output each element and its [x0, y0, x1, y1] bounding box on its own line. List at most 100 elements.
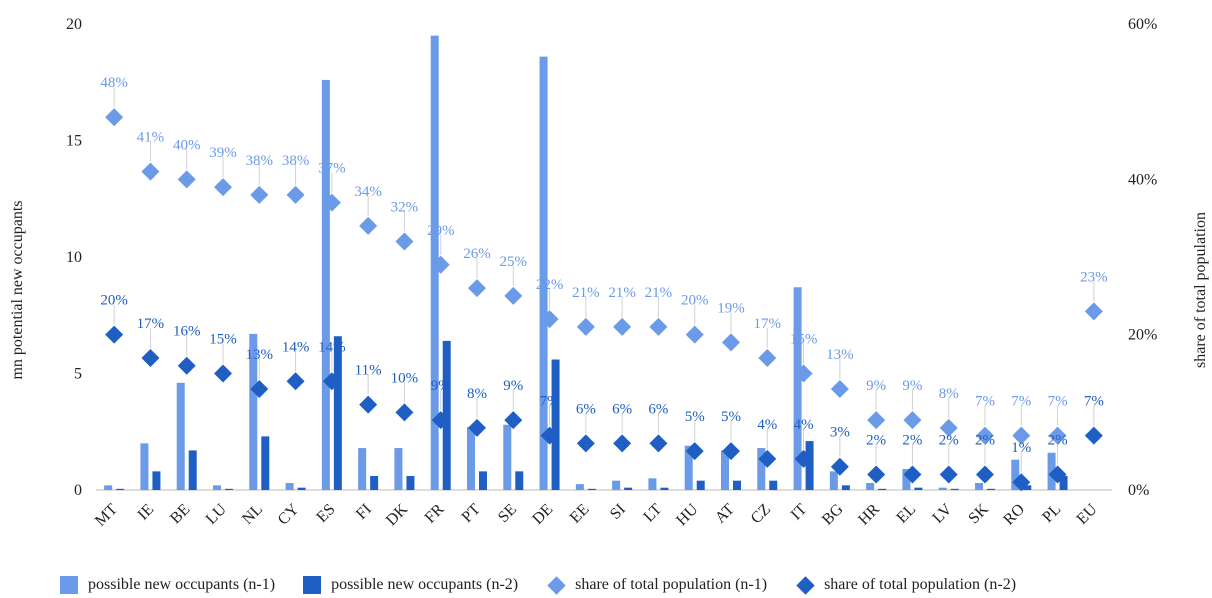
bar-n2 [406, 476, 415, 490]
bar-n2 [914, 487, 923, 490]
diamond-n2 [685, 442, 704, 461]
bar-n1 [176, 382, 185, 490]
diamond-n1 [359, 216, 378, 235]
bar-n2 [660, 487, 669, 490]
legend-label: share of total population (n-2) [824, 576, 1017, 593]
label-n2: 4% [757, 417, 777, 433]
diamond-n2 [794, 449, 813, 468]
x-tick-label: IE [135, 501, 158, 524]
x-tick-label: FI [353, 501, 375, 523]
bar-n1 [575, 484, 584, 490]
bar-n2 [442, 340, 451, 490]
label-n1: 7% [1011, 394, 1031, 410]
bar-n2 [370, 476, 379, 490]
y-tick-label: 10 [66, 249, 82, 266]
x-tick-label: CZ [748, 501, 774, 527]
diamond-n2 [250, 380, 269, 399]
y2-axis-title: share of total population [1192, 212, 1209, 368]
label-n2: 2% [902, 432, 922, 448]
label-n2: 7% [540, 394, 560, 410]
label-n2: 7% [1084, 394, 1104, 410]
diamond-n2 [613, 434, 632, 453]
diamond-n2 [1012, 473, 1031, 492]
legend-label: share of total population (n-1) [575, 576, 768, 593]
x-tick-label: CY [275, 500, 303, 528]
diamond-n2 [468, 418, 486, 437]
y-axis-title: mn potential new occupants [9, 200, 26, 379]
label-n1: 39% [209, 145, 237, 161]
diamond-n2 [576, 434, 595, 453]
label-n1: 38% [246, 153, 274, 169]
diamond-n1 [105, 108, 124, 127]
x-tick-label: DK [383, 500, 412, 529]
legend-item-n2-diamond: share of total population (n-2) [795, 575, 1017, 595]
diamond-n2 [1084, 426, 1103, 445]
bar-n1 [503, 424, 512, 490]
bar-n1 [104, 485, 113, 490]
diamond-n1 [722, 333, 740, 352]
diamond-n1 [939, 418, 958, 437]
x-tick-label: MT [92, 501, 121, 530]
diamond-n1 [177, 170, 196, 189]
diamond-n2 [105, 325, 124, 344]
diamond-n1 [468, 279, 486, 298]
bar-n2 [587, 488, 596, 490]
bar-n1 [793, 287, 802, 490]
label-n1: 26% [463, 246, 491, 262]
y2-tick-label: 60% [1128, 16, 1157, 33]
bar-n2 [987, 488, 995, 490]
x-tick-label: NL [239, 501, 266, 528]
x-tick-label: EL [893, 501, 919, 527]
x-tick-label: LT [640, 501, 665, 526]
x-tick-label: BG [819, 500, 847, 528]
diamond-n1 [685, 325, 704, 344]
bar-n2 [805, 441, 814, 490]
bar-n1 [249, 333, 258, 490]
x-tick-label: PT [459, 501, 484, 526]
bar-n2 [696, 480, 705, 490]
label-n2: 3% [830, 425, 850, 441]
label-n2: 6% [648, 401, 668, 417]
x-tick-label: SK [965, 500, 992, 527]
y-tick-label: 15 [66, 133, 82, 150]
label-n1: 22% [536, 277, 564, 293]
label-n2: 13% [246, 347, 274, 363]
x-tick-label: LV [929, 500, 955, 526]
x-tick-label: ES [313, 501, 338, 526]
y2-tick-label: 40% [1128, 171, 1157, 188]
bar-n2 [188, 450, 197, 490]
bar-n1 [648, 478, 657, 490]
legend-item-n1-bar: possible new occupants (n-1) [60, 576, 275, 594]
bar-n2 [841, 485, 850, 490]
data-labels: 48% 41% 40% 39% 38% 38% 37% 34% 32% 29% 26% 25% 22% 2… [100, 75, 1107, 456]
label-n1: 23% [1080, 269, 1108, 285]
x-tick-label: EU [1074, 500, 1101, 527]
x-tick-label: FR [422, 501, 448, 527]
label-n2: 2% [866, 432, 886, 448]
diamond-n2 [322, 372, 341, 391]
diamond-n1 [540, 310, 559, 329]
diamond-n2 [431, 411, 450, 430]
x-tick-label: SE [495, 501, 520, 526]
label-n2: 14% [282, 339, 310, 355]
diamond-n1 [395, 232, 414, 251]
diamond-n1 [613, 317, 632, 336]
bar-n2 [479, 471, 487, 490]
label-n1: 34% [354, 184, 382, 200]
bar-n1 [358, 448, 367, 490]
x-tick-label: AT [712, 501, 738, 527]
diamond-n1 [286, 185, 305, 204]
label-n2: 2% [1048, 432, 1068, 448]
label-n2: 8% [467, 386, 487, 402]
legend-item-n1-diamond: share of total population (n-1) [546, 575, 768, 595]
diamond-n1 [214, 178, 232, 197]
label-n2: 4% [794, 417, 814, 433]
label-n1: 15% [790, 332, 818, 348]
label-n1: 48% [100, 75, 128, 91]
bar-n1 [902, 469, 911, 490]
bar-n2 [551, 359, 560, 490]
x-tick-label: EE [567, 501, 593, 527]
label-n1: 8% [939, 386, 959, 402]
chart-legend: possible new occupants (n-1) possible ne… [60, 575, 1044, 595]
